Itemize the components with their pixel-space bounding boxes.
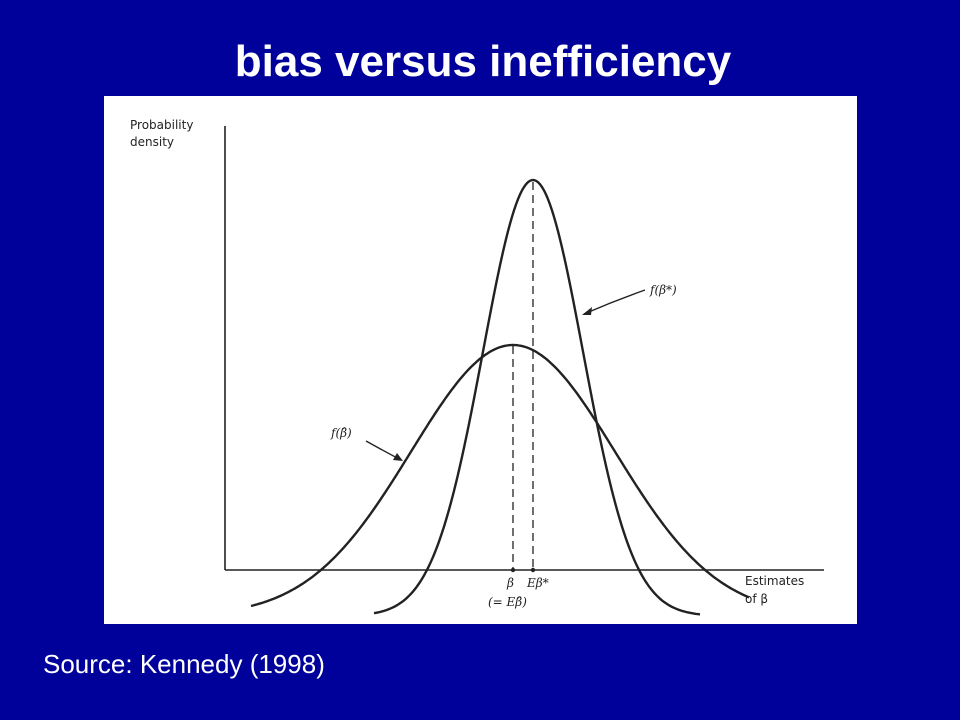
density-diagram: Probability density Estimates of β β Eβ*… <box>130 118 824 616</box>
x-axis-label-line2: of β <box>745 592 768 606</box>
tick-beta-note-label: (= Eβ̂) <box>488 595 527 609</box>
biased-arrowhead <box>582 307 592 315</box>
x-axis-label-line1: Estimates <box>745 574 804 588</box>
y-axis-label-line1: Probability <box>130 118 193 132</box>
biased-curve-label: f(β*) <box>649 283 677 297</box>
beta-tick-dot <box>510 567 516 573</box>
biased-curve-pointer-arrow <box>583 289 646 315</box>
biased-narrow-curve <box>373 178 701 616</box>
unbiased-wide-curve <box>250 343 750 608</box>
tick-expected-beta-star-label: Eβ* <box>526 576 549 590</box>
unbiased-curve-label: f(β̂) <box>330 426 352 440</box>
expected-tick-dot <box>530 567 536 573</box>
tick-beta-label: β <box>506 576 514 590</box>
source-caption: Source: Kennedy (1998) <box>43 649 325 679</box>
slide-title: bias versus inefficiency <box>234 37 732 86</box>
y-axis-label-line2: density <box>130 135 174 149</box>
unbiased-arrowhead <box>393 453 403 461</box>
diagram-panel: Probability density Estimates of β β Eβ*… <box>104 96 857 624</box>
